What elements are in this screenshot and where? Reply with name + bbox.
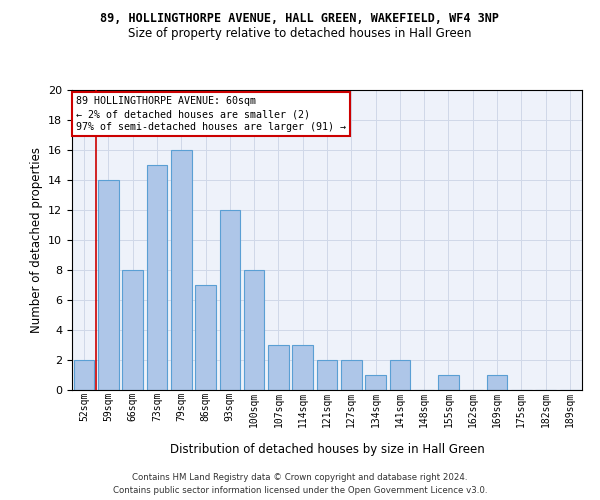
- Bar: [365, 375, 386, 390]
- Bar: [438, 375, 459, 390]
- Bar: [292, 345, 313, 390]
- Bar: [268, 345, 289, 390]
- Bar: [171, 150, 191, 390]
- Bar: [389, 360, 410, 390]
- Text: Size of property relative to detached houses in Hall Green: Size of property relative to detached ho…: [128, 28, 472, 40]
- Text: Distribution of detached houses by size in Hall Green: Distribution of detached houses by size …: [170, 442, 484, 456]
- Text: 89, HOLLINGTHORPE AVENUE, HALL GREEN, WAKEFIELD, WF4 3NP: 89, HOLLINGTHORPE AVENUE, HALL GREEN, WA…: [101, 12, 499, 26]
- Text: 89 HOLLINGTHORPE AVENUE: 60sqm
← 2% of detached houses are smaller (2)
97% of se: 89 HOLLINGTHORPE AVENUE: 60sqm ← 2% of d…: [76, 96, 346, 132]
- Y-axis label: Number of detached properties: Number of detached properties: [29, 147, 43, 333]
- Text: Contains HM Land Registry data © Crown copyright and database right 2024.: Contains HM Land Registry data © Crown c…: [132, 472, 468, 482]
- Bar: [74, 360, 94, 390]
- Bar: [244, 270, 265, 390]
- Bar: [317, 360, 337, 390]
- Bar: [98, 180, 119, 390]
- Bar: [487, 375, 508, 390]
- Bar: [122, 270, 143, 390]
- Bar: [195, 285, 216, 390]
- Text: Contains public sector information licensed under the Open Government Licence v3: Contains public sector information licen…: [113, 486, 487, 495]
- Bar: [341, 360, 362, 390]
- Bar: [146, 165, 167, 390]
- Bar: [220, 210, 240, 390]
